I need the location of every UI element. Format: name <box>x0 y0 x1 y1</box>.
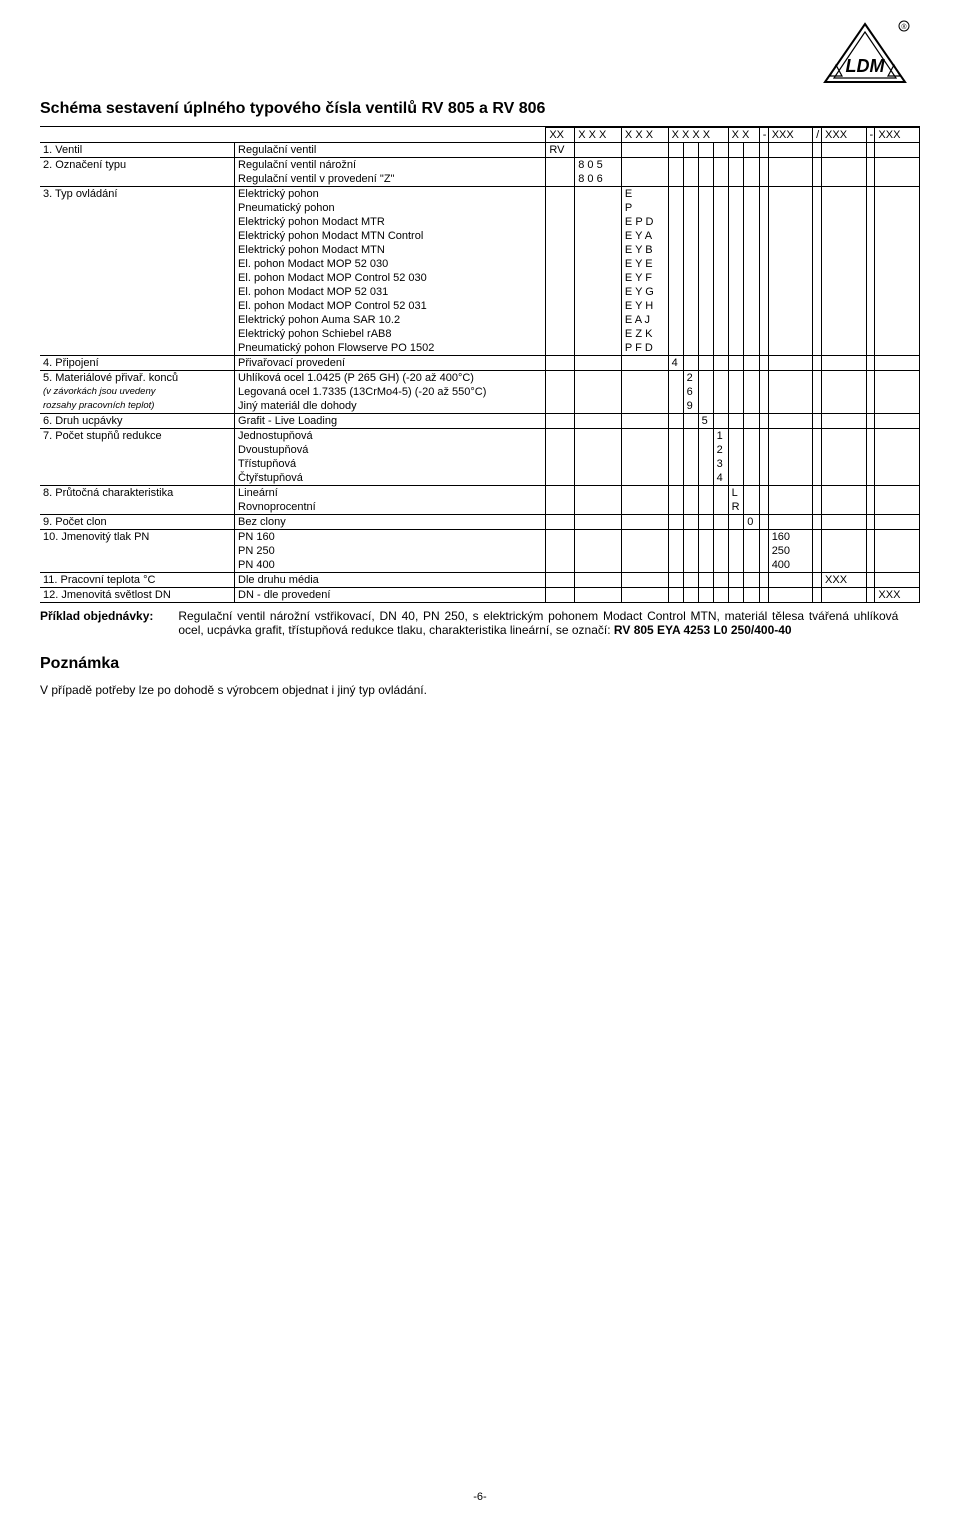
schema-row: 1. VentilRegulační ventilRV <box>40 143 920 158</box>
note-body: V případě potřeby lze po dohodě s výrobc… <box>40 683 920 697</box>
schema-row: 12. Jmenovitá světlost DNDN - dle proved… <box>40 588 920 603</box>
schema-row: PN 400400 <box>40 558 920 573</box>
schema-row: 10. Jmenovitý tlak PNPN 160160 <box>40 530 920 545</box>
schema-row: Dvoustupňová2 <box>40 443 920 457</box>
schema-row: 6. Druh ucpávkyGrafit - Live Loading5 <box>40 414 920 429</box>
svg-text:LDM: LDM <box>846 56 886 76</box>
schema-row: El. pohon Modact MOP 52 030E Y E <box>40 257 920 271</box>
svg-text:®: ® <box>901 23 907 31</box>
schema-row: 4. PřipojeníPřivařovací provedení4 <box>40 356 920 371</box>
schema-header: XXX X XX X XX X X XX X-XXX/XXX-XXX <box>40 128 920 143</box>
schema-row: El. pohon Modact MOP Control 52 031E Y H <box>40 299 920 313</box>
schema-row: 2. Označení typuRegulační ventil nárožní… <box>40 158 920 173</box>
schema-table: XXX X XX X XX X X XX X-XXX/XXX-XXX1. Ven… <box>40 127 920 603</box>
schema-row: 9. Počet clonBez clony0 <box>40 515 920 530</box>
schema-row: 3. Typ ovládáníElektrický pohonE <box>40 187 920 202</box>
page-number: -6- <box>0 1491 960 1503</box>
schema-row: 11. Pracovní teplota °CDle druhu médiaXX… <box>40 573 920 588</box>
schema-row: Elektrický pohon Auma SAR 10.2E A J <box>40 313 920 327</box>
order-example: Příklad objednávky: Regulační ventil nár… <box>40 609 920 637</box>
schema-row: Elektrický pohon Schiebel rAB8E Z K <box>40 327 920 341</box>
schema-row: (v závorkách jsou uvedenyLegovaná ocel 1… <box>40 385 920 399</box>
note-title: Poznámka <box>40 655 920 673</box>
schema-row: Pneumatický pohon Flowserve PO 1502P F D <box>40 341 920 356</box>
ldm-logo: LDM ® <box>820 20 910 93</box>
schema-row: 5. Materiálové přivař. koncůUhlíková oce… <box>40 371 920 386</box>
schema-row: Regulační ventil v provedení "Z"8 0 6 <box>40 172 920 187</box>
schema-row: PN 250250 <box>40 544 920 558</box>
order-label: Příklad objednávky: <box>40 609 175 623</box>
schema-row: rozsahy pracovních teplot)Jiný materiál … <box>40 399 920 414</box>
schema-row: 7. Počet stupňů redukceJednostupňová1 <box>40 429 920 444</box>
schema-row: El. pohon Modact MOP Control 52 030E Y F <box>40 271 920 285</box>
page-title: Schéma sestavení úplného typového čísla … <box>40 100 920 118</box>
order-text: Regulační ventil nárožní vstřikovací, DN… <box>178 609 898 637</box>
schema-row: 8. Průtočná charakteristikaLineárníL <box>40 486 920 501</box>
schema-row: Elektrický pohon Modact MTN ControlE Y A <box>40 229 920 243</box>
schema-row: El. pohon Modact MOP 52 031E Y G <box>40 285 920 299</box>
schema-row: Pneumatický pohonP <box>40 201 920 215</box>
schema-row: Elektrický pohon Modact MTNE Y B <box>40 243 920 257</box>
schema-row: Čtyřstupňová4 <box>40 471 920 486</box>
schema-row: Třístupňová3 <box>40 457 920 471</box>
schema-row: RovnoprocentníR <box>40 500 920 515</box>
schema-row: Elektrický pohon Modact MTRE P D <box>40 215 920 229</box>
